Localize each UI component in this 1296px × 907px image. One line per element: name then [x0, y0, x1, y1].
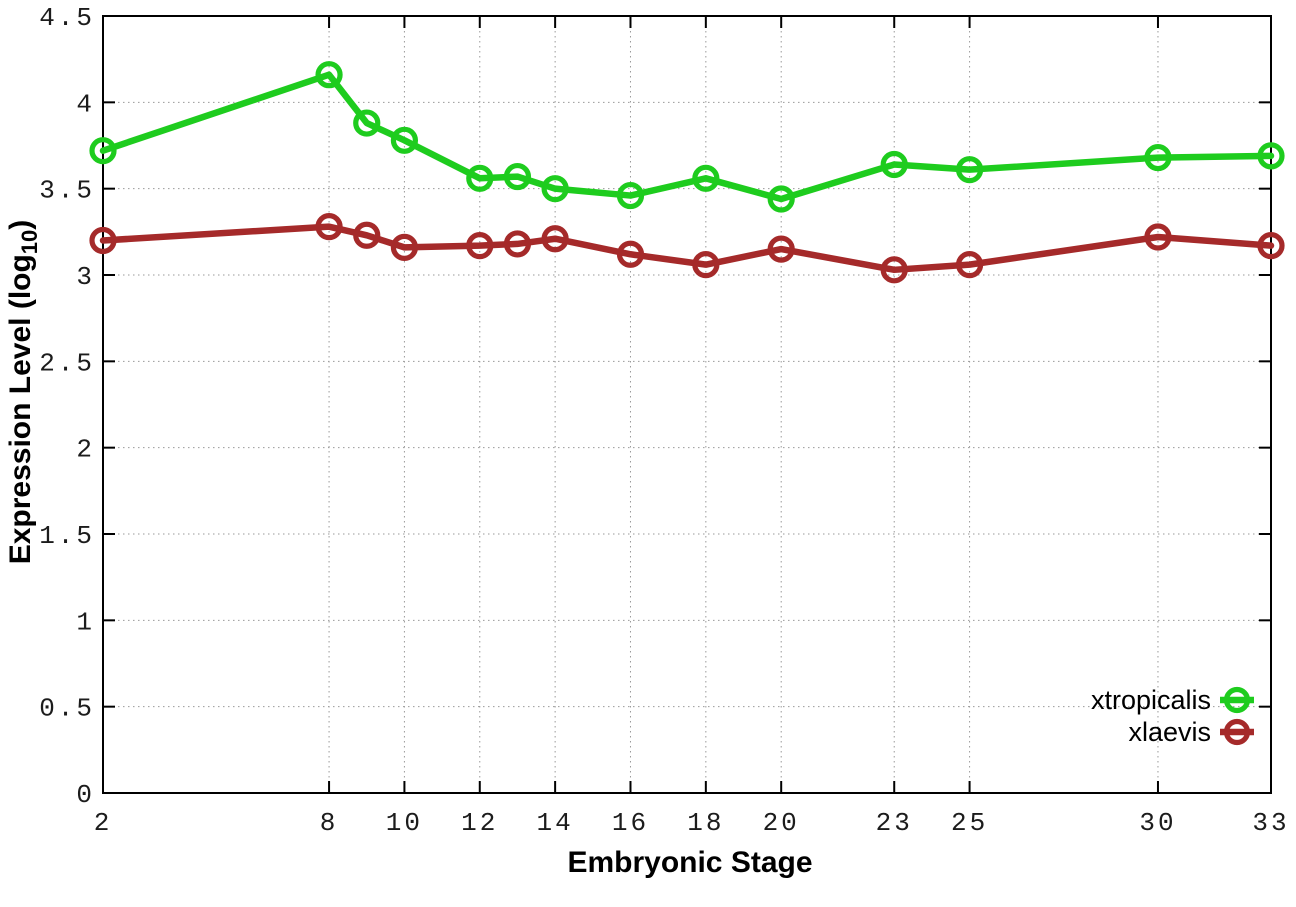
series-xtropicalis-marker: [692, 164, 720, 192]
series-xlaevis-marker: [390, 233, 419, 261]
series-xtropicalis-marker: [767, 185, 795, 213]
legend-marker-xlaevis: [1223, 718, 1251, 746]
y-axis-title-close-paren: ): [4, 220, 37, 230]
x-tick-label: 8: [320, 808, 339, 838]
plot-border: [102, 15, 1272, 794]
series-xtropicalis-marker: [955, 156, 984, 184]
series-xlaevis-marker: [880, 256, 908, 284]
x-tick-label: 25: [951, 808, 988, 838]
tick-label-layer: 0 0.5 1 1.5 2 2.5 3 3.5 4 4.5 2 8 10 12 14 16 18 20 23 25 30…: [39, 3, 1289, 838]
series-xlaevis-marker: [692, 251, 720, 279]
x-tick-label: 16: [612, 808, 649, 838]
x-tick-label: 14: [537, 808, 574, 838]
legend-label-xtropicalis: xtropicalis: [1091, 685, 1211, 715]
series-layer: [89, 61, 1285, 284]
y-tick-label: 3.5: [39, 176, 95, 206]
y-axis-title-subscript: 10: [17, 230, 42, 254]
x-tick-label: 20: [763, 808, 800, 838]
series-xtropicalis-marker: [880, 150, 908, 179]
axis-layer: [102, 15, 1272, 794]
legend-label-xlaevis: xlaevis: [1128, 717, 1211, 747]
series-xlaevis-marker: [1257, 232, 1285, 260]
series-xtropicalis-marker: [390, 126, 419, 154]
series-xlaevis-marker: [767, 235, 795, 263]
series-xlaevis-marker: [353, 221, 381, 249]
series-xlaevis-marker: [616, 240, 645, 268]
series-xtropicalis-line: [99, 71, 1275, 203]
x-axis-title: Embryonic Stage: [567, 846, 812, 879]
series-xtropicalis-marker: [541, 175, 569, 203]
series-xlaevis-marker: [89, 226, 117, 255]
x-tick-label: 10: [386, 808, 423, 838]
y-tick-label: 1.5: [39, 521, 95, 551]
series-xtropicalis-marker: [466, 164, 494, 192]
y-tick-label: 2.5: [39, 348, 95, 378]
x-tick-label: 12: [461, 808, 498, 838]
series-xtropicalis-marker: [1144, 143, 1172, 172]
series-xlaevis-marker: [541, 225, 569, 253]
series-xtropicalis-marker: [616, 181, 645, 210]
y-tick-label: 1: [76, 607, 95, 637]
y-tick-label: 3: [76, 262, 95, 292]
series-xlaevis-marker: [1144, 223, 1172, 251]
series-xtropicalis-marker: [503, 162, 532, 191]
y-axis-title-main: Expression Level (log: [4, 254, 37, 564]
x-tick-label: 30: [1139, 808, 1176, 838]
series-xtropicalis-marker: [315, 61, 343, 89]
x-tick-label: 33: [1252, 808, 1289, 838]
series-xlaevis-marker: [955, 251, 984, 279]
series-xlaevis-marker: [503, 230, 532, 258]
legend-marker-xtropicalis: [1223, 686, 1251, 714]
y-tick-label: 0.5: [39, 694, 95, 724]
series-xtropicalis-marker: [353, 109, 381, 137]
series-xtropicalis-marker: [1257, 142, 1285, 170]
x-tick-label: 23: [876, 808, 913, 838]
grid-layer: [103, 16, 1271, 793]
series-xlaevis-marker: [466, 232, 494, 260]
series-xtropicalis-marker: [89, 137, 117, 165]
series-xlaevis-marker: [315, 213, 343, 241]
x-tick-label: 2: [94, 808, 113, 838]
y-tick-label: 2: [76, 435, 95, 465]
y-axis-title: Expression Level (log10): [4, 220, 42, 565]
x-tick-label: 18: [687, 808, 724, 838]
y-tick-label: 4: [76, 89, 95, 119]
series-xlaevis-line: [99, 223, 1275, 274]
y-tick-label: 4.5: [39, 3, 95, 33]
y-tick-label: 0: [76, 780, 95, 810]
